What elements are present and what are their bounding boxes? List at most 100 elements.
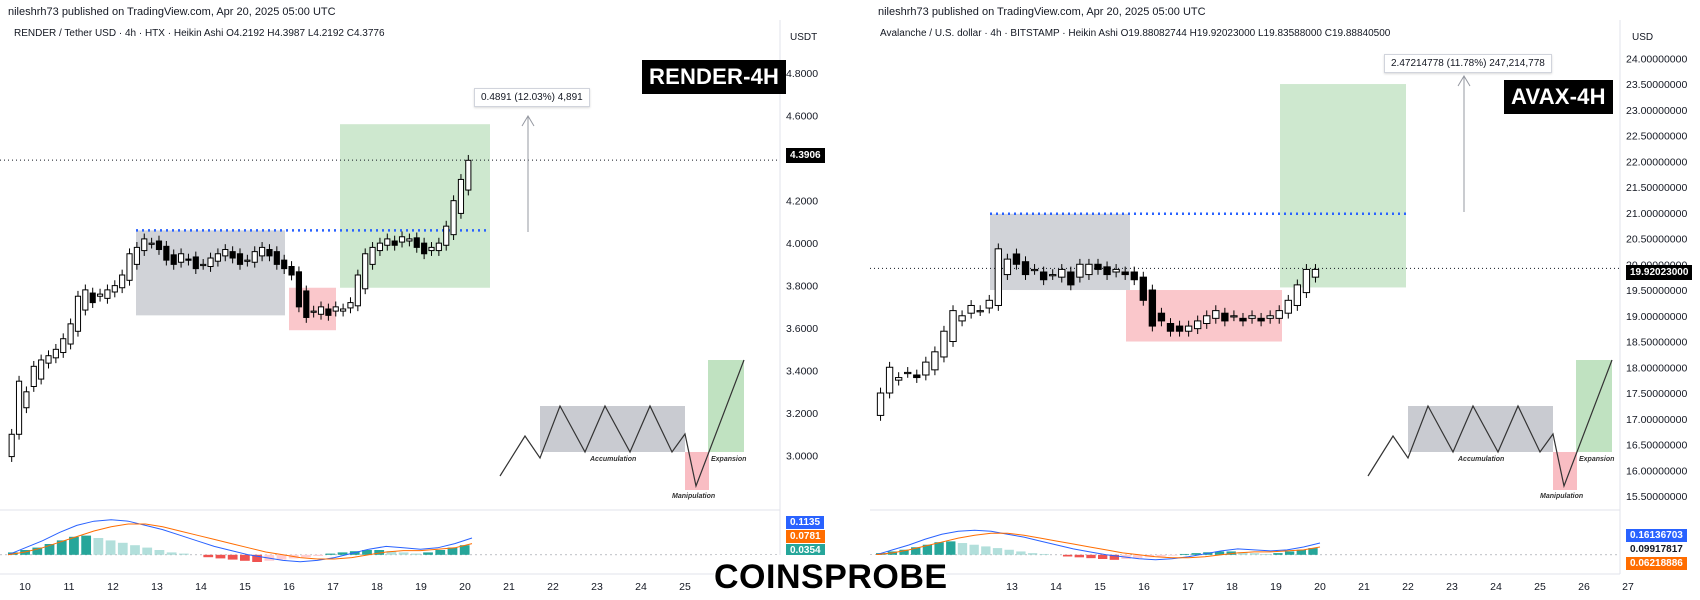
- candle-body: [1112, 268, 1120, 273]
- pair-badge: RENDER-4H: [642, 60, 787, 94]
- time-tick-label: 23: [591, 581, 603, 593]
- accumulation-zone: [990, 213, 1130, 291]
- macd-histogram-bar: [1191, 553, 1201, 555]
- time-tick-label: 21: [1358, 581, 1370, 593]
- price-tick-label: 22.50000000: [1626, 131, 1687, 143]
- macd-histogram-bar: [105, 540, 116, 555]
- time-tick-label: 13: [1006, 581, 1018, 593]
- macd-histogram-bar: [957, 543, 968, 555]
- candle-body: [325, 308, 332, 316]
- candle-body: [904, 371, 912, 375]
- time-tick-label: 17: [327, 581, 339, 593]
- time-tick-label: 15: [239, 581, 251, 593]
- time-tick-label: 27: [1622, 581, 1634, 593]
- time-tick-label: 24: [635, 581, 647, 593]
- measure-label: 2.47214778 (11.78%) 247,214,778: [1384, 54, 1552, 73]
- candle-body: [30, 365, 37, 388]
- candle-body: [958, 315, 966, 322]
- last-price-tag: 19.92023000: [1626, 265, 1693, 280]
- time-tick-label: 20: [1314, 581, 1326, 593]
- macd-histogram-bar: [922, 544, 933, 555]
- candle-body: [1230, 315, 1238, 318]
- macd-histogram-bar: [178, 553, 189, 555]
- candle-body: [340, 308, 347, 312]
- diagram-accumulation-box: [1408, 406, 1553, 452]
- candle-body: [985, 299, 993, 309]
- published-line: nileshrh73 published on TradingView.com,…: [878, 6, 1206, 18]
- price-tick-label: 4.2000: [786, 196, 818, 208]
- candle-body: [45, 355, 52, 364]
- time-tick-label: 18: [371, 581, 383, 593]
- macd-histogram-bar: [969, 544, 979, 555]
- price-tick-label: 17.00000000: [1626, 414, 1687, 426]
- candle-body: [362, 253, 369, 290]
- macd-histogram-bar: [946, 541, 956, 555]
- candle-body: [457, 178, 465, 214]
- candle-body: [1121, 271, 1129, 276]
- candle-body: [244, 259, 251, 262]
- candle-body: [23, 391, 30, 409]
- time-tick-label: 17: [1182, 581, 1194, 593]
- macd-histogram-bar: [899, 549, 909, 555]
- candle-body: [38, 359, 45, 380]
- price-tick-label: 16.50000000: [1626, 440, 1687, 452]
- signal-line-value: 0.0781: [786, 530, 825, 543]
- candle-body: [133, 246, 140, 265]
- macd-histogram-bar: [1027, 553, 1038, 555]
- candle-body: [1094, 263, 1102, 270]
- time-tick-label: 16: [283, 581, 295, 593]
- candle-body: [236, 253, 244, 265]
- histogram-value: 0.0354: [786, 544, 825, 557]
- time-tick-label: 13: [151, 581, 163, 593]
- coinsprobe-watermark: COINSPROBE: [714, 555, 947, 599]
- candle-body: [281, 259, 288, 270]
- candle-body: [1003, 258, 1012, 276]
- candle-body: [1203, 315, 1211, 324]
- render-chart-canvas[interactable]: 4.80004.60004.40004.20004.00003.80003.60…: [0, 0, 830, 600]
- candle-body: [200, 263, 207, 267]
- candle-body: [178, 253, 185, 263]
- macd-histogram-bar: [981, 546, 991, 555]
- time-tick-label: 23: [1446, 581, 1458, 593]
- candle-body: [1139, 276, 1147, 301]
- candle-body: [89, 292, 96, 304]
- macd-histogram-bar: [1004, 549, 1014, 555]
- candle-body: [1166, 322, 1175, 332]
- candle-body: [1103, 266, 1111, 276]
- price-unit: USDT: [790, 32, 818, 43]
- macd-histogram-bar: [386, 551, 397, 555]
- candle-body: [273, 251, 280, 265]
- candle-body: [354, 274, 361, 307]
- macd-histogram-bar: [1074, 554, 1084, 558]
- time-tick-label: 21: [503, 581, 515, 593]
- pair-badge: AVAX-4H: [1504, 80, 1613, 114]
- candle-body: [170, 254, 177, 265]
- candle-body: [1212, 310, 1220, 319]
- diagram-accumulation-box: [540, 406, 685, 452]
- macd-histogram-bar: [117, 542, 128, 555]
- candle-body: [82, 289, 89, 311]
- price-tick-label: 21.50000000: [1626, 182, 1687, 194]
- symbol-legend[interactable]: Avalanche / U.S. dollar · 4h · BITSTAMP …: [880, 28, 1391, 39]
- time-tick-label: 19: [415, 581, 427, 593]
- candle-body: [1012, 253, 1021, 265]
- symbol-legend[interactable]: RENDER / Tether USD · 4h · HTX · Heikin …: [14, 28, 385, 39]
- macd-histogram-bar: [374, 550, 385, 555]
- macd-line: [875, 529, 1321, 561]
- candle-body: [1076, 263, 1084, 278]
- macd-histogram-bar: [1296, 549, 1306, 555]
- candle-body: [1067, 271, 1075, 286]
- candle-body: [1257, 317, 1265, 322]
- candle-body: [52, 348, 59, 359]
- chart-panel-render[interactable]: 4.80004.60004.40004.20004.00003.80003.60…: [0, 0, 830, 600]
- avax-chart-canvas[interactable]: 24.00000000 23.50000000 23.00000000 22.5000…: [870, 0, 1700, 600]
- price-tick-label: 4.0000: [786, 238, 818, 250]
- chart-panel-avax[interactable]: 24.00000000 23.50000000 23.00000000 22.5000…: [870, 0, 1700, 600]
- price-tick-label: 4.6000: [786, 111, 818, 123]
- time-tick-label: 25: [679, 581, 691, 593]
- published-line: nileshrh73 published on TradingView.com,…: [8, 6, 336, 18]
- candle-body: [259, 246, 266, 257]
- diagram-expansion-label: Expansion: [711, 456, 746, 463]
- time-tick-label: 15: [1094, 581, 1106, 593]
- signal-line-value: 0.09917817: [1626, 543, 1687, 556]
